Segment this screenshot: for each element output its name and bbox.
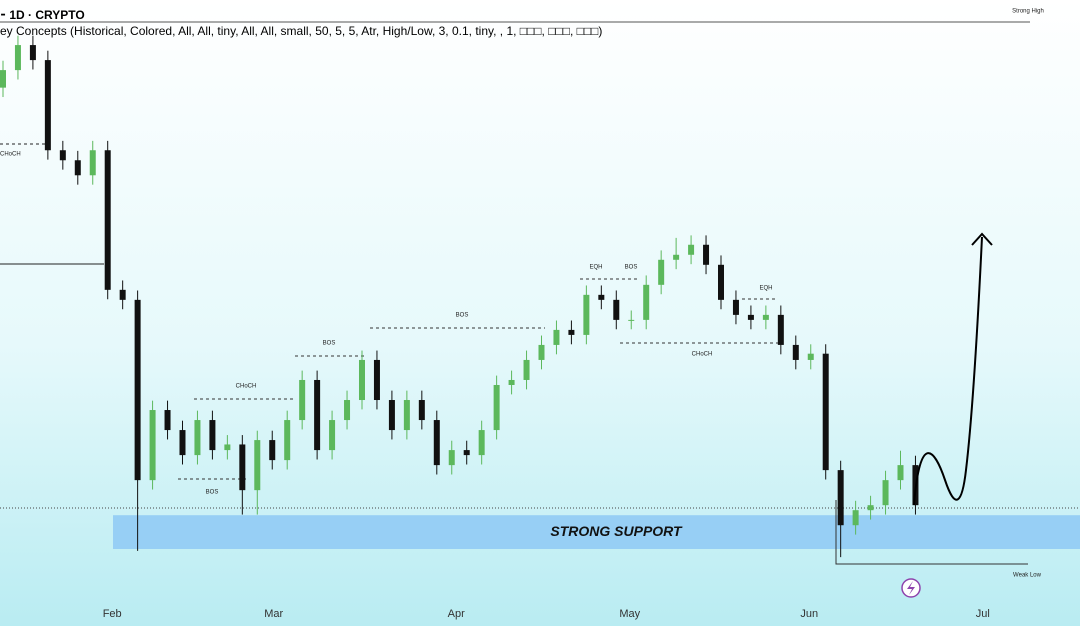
candle-body <box>583 294 590 335</box>
candle-body <box>703 244 710 265</box>
candle-body <box>643 284 650 320</box>
candle-body <box>284 420 291 461</box>
candle-body <box>239 444 246 491</box>
candle-body <box>89 150 96 176</box>
structure-lines <box>178 278 780 480</box>
candle-body <box>29 45 36 61</box>
candle-body <box>538 344 545 360</box>
annotation: EQH <box>589 265 602 271</box>
candle-body <box>747 314 754 320</box>
candle-body <box>792 344 799 360</box>
candle-body <box>403 400 410 431</box>
annotation: Strong High <box>1012 9 1044 15</box>
annotation: BOS <box>625 265 638 271</box>
candle-body <box>867 505 874 511</box>
candle-body <box>822 353 829 471</box>
candle-body <box>0 70 6 88</box>
candle-body <box>373 359 380 401</box>
x-tick-label: May <box>619 608 640 620</box>
candle-body <box>882 480 889 506</box>
candle-body <box>478 430 485 456</box>
header: ⁃ 1D · CRYPTO <box>0 8 85 22</box>
candle-body <box>254 440 261 491</box>
annotation: BOS <box>456 313 469 319</box>
candle-body <box>897 465 904 481</box>
candle-body <box>164 410 171 431</box>
candle-body <box>14 45 21 71</box>
candle-body <box>807 353 814 360</box>
candle-body <box>433 420 440 466</box>
candle-body <box>688 244 695 255</box>
candle-body <box>344 400 351 421</box>
x-tick-label: Apr <box>448 608 465 620</box>
candle-body <box>179 430 186 456</box>
annotation: CHoCH <box>692 352 713 358</box>
candle-body <box>598 294 605 300</box>
support-zone <box>113 515 1080 550</box>
x-tick-label: Mar <box>264 608 283 620</box>
logo-icon <box>901 578 921 598</box>
candle-body <box>523 359 530 380</box>
candle-body <box>553 329 560 345</box>
candle-body <box>134 299 141 481</box>
candle-body <box>149 410 156 481</box>
candle-body <box>717 264 724 300</box>
candle-body <box>194 420 201 456</box>
candle-body <box>224 444 231 451</box>
arrow-head <box>971 232 993 246</box>
support-label: STRONG SUPPORT <box>550 523 683 539</box>
annotation: CHoCH <box>0 152 21 158</box>
annotation: BOS <box>206 490 219 496</box>
candle-body <box>568 329 575 335</box>
candle-body <box>628 319 635 321</box>
candle-body <box>314 379 321 451</box>
candle-body <box>448 450 455 466</box>
annotation: CHoCH <box>236 384 257 390</box>
candle-body <box>463 450 470 456</box>
candle-body <box>673 254 680 260</box>
indicator-label: ey Concepts (Historical, Colored, All, A… <box>0 24 602 38</box>
projection-arrow <box>913 236 983 506</box>
candle-body <box>613 299 620 320</box>
candle-body <box>104 150 111 290</box>
candle-body <box>59 150 66 161</box>
candle-body <box>418 400 425 421</box>
x-tick-label: Jun <box>800 608 818 620</box>
candle-body <box>852 510 859 526</box>
candle-body <box>658 259 665 285</box>
candle-body <box>762 314 769 320</box>
candle-body <box>269 440 276 461</box>
annotation: Weak Low <box>1013 573 1042 579</box>
candle-body <box>493 384 500 431</box>
weak-low-line <box>835 500 1028 565</box>
candle-body <box>837 470 844 526</box>
x-tick-label: Feb <box>103 608 122 620</box>
annotation: EQH <box>759 286 772 292</box>
x-tick-label: Jul <box>976 608 990 620</box>
candle-body <box>329 420 336 451</box>
candle-body <box>732 299 739 315</box>
annotation: BOS <box>323 341 336 347</box>
candle-body <box>299 379 306 421</box>
candle-body <box>119 289 126 300</box>
candle-body <box>508 379 515 385</box>
candle-body <box>388 400 395 431</box>
candle-body <box>777 314 784 345</box>
candle-body <box>74 160 81 176</box>
candle-body <box>358 359 365 401</box>
candle-body <box>44 60 51 151</box>
candle-body <box>209 420 216 451</box>
